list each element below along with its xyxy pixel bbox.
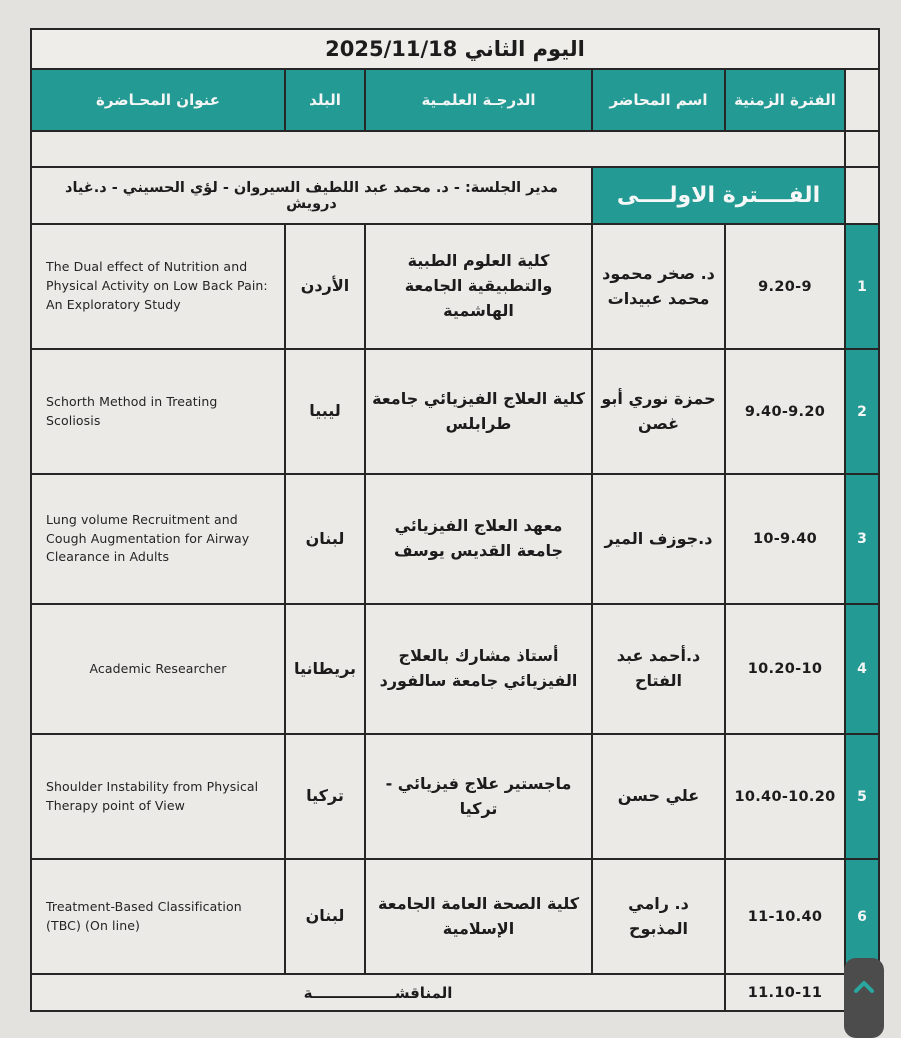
- row-lecture-title: The Dual effect of Nutrition and Physica…: [32, 225, 284, 348]
- header-number-spacer: [846, 70, 878, 130]
- day-title: اليوم الثاني 2025/11/18: [32, 30, 878, 68]
- row-speaker: علي حسن: [593, 735, 724, 858]
- row-speaker: د.جوزف المير: [593, 475, 724, 603]
- row-lecture-title: Lung volume Recruitment and Cough Augmen…: [32, 475, 284, 603]
- row-speaker: د. صخر محمود محمد عبيدات: [593, 225, 724, 348]
- row-country: ليبيا: [286, 350, 364, 473]
- col-header-country: البلد: [286, 70, 364, 130]
- row-speaker: د.أحمد عبد الفتاح: [593, 605, 724, 733]
- footer-time: 11.10-11: [726, 975, 844, 1010]
- row-number-badge: 3: [846, 475, 878, 603]
- row-degree: كلية الصحة العامة الجامعة الإسلامية: [366, 860, 591, 973]
- row-number-badge: 2: [846, 350, 878, 473]
- row-country: لبنان: [286, 475, 364, 603]
- chevron-up-icon: [853, 980, 875, 1038]
- row-country: تركيا: [286, 735, 364, 858]
- row-degree: أستاذ مشارك بالعلاج الفيزيائي جامعة سالف…: [366, 605, 591, 733]
- row-speaker: د. رامي المذبوح: [593, 860, 724, 973]
- row-number-badge: 1: [846, 225, 878, 348]
- col-header-speaker: اسم المحاضر: [593, 70, 724, 130]
- row-time: 10.40-10.20: [726, 735, 844, 858]
- col-header-time: الفترة الزمنية: [726, 70, 844, 130]
- session-moderators: مدير الجلسة: - د. محمد عبد اللطيف السيرو…: [32, 168, 591, 223]
- row-number-badge: 4: [846, 605, 878, 733]
- row-lecture-title: Shoulder Instability from Physical Thera…: [32, 735, 284, 858]
- schedule-table: اليوم الثاني 2025/11/18 الفترة الزمنية ا…: [30, 28, 880, 1012]
- row-time: 9.40-9.20: [726, 350, 844, 473]
- row-speaker: حمزة نوري أبو غصن: [593, 350, 724, 473]
- row-lecture-title: Schorth Method in Treating Scoliosis: [32, 350, 284, 473]
- row-degree: ماجستير علاج فيزيائي - تركيا: [366, 735, 591, 858]
- discussion-label: المناقشــــــــــــــــة: [32, 975, 724, 1010]
- row-degree: كلية العلاج الفيزيائي جامعة طرابلس: [366, 350, 591, 473]
- row-degree: معهد العلاج الفيزيائي جامعة القديس يوسف: [366, 475, 591, 603]
- row-country: الأردن: [286, 225, 364, 348]
- spacer-row: [32, 132, 844, 166]
- row-country: بريطانيا: [286, 605, 364, 733]
- row-time: 10.20-10: [726, 605, 844, 733]
- row-lecture-title: Academic Researcher: [32, 605, 284, 733]
- row-time: 9.20-9: [726, 225, 844, 348]
- session-title: الفــــترة الاولــــى: [593, 168, 844, 223]
- col-header-degree: الدرجـة العلمـية: [366, 70, 591, 130]
- session-number-spacer: [846, 168, 878, 223]
- row-country: لبنان: [286, 860, 364, 973]
- row-number-badge: 6: [846, 860, 878, 973]
- row-time: 11-10.40: [726, 860, 844, 973]
- scroll-to-top-button[interactable]: [844, 958, 884, 1038]
- row-time: 10-9.40: [726, 475, 844, 603]
- row-degree: كلية العلوم الطبية والتطبيقية الجامعة ال…: [366, 225, 591, 348]
- row-lecture-title: Treatment-Based Classification (TBC) (On…: [32, 860, 284, 973]
- row-number-badge: 5: [846, 735, 878, 858]
- col-header-lecture-title: عنوان المحـاضرة: [32, 70, 284, 130]
- spacer-number-cell: [846, 132, 878, 166]
